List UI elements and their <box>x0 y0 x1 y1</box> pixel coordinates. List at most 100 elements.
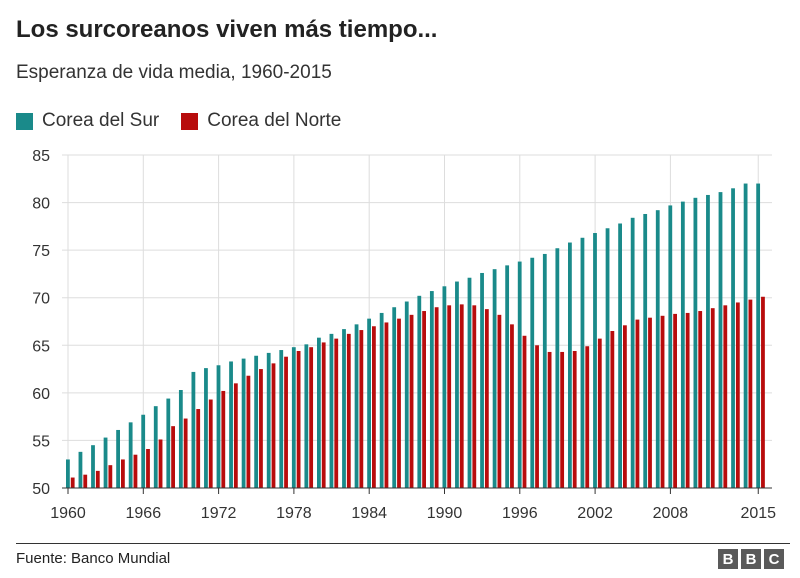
legend: Corea del Sur Corea del Norte <box>16 110 363 132</box>
bar-north-korea <box>535 345 539 488</box>
bar-north-korea <box>497 314 502 488</box>
bar-north-korea <box>761 296 765 488</box>
footer-divider <box>16 543 790 544</box>
y-tick-label: 85 <box>32 148 50 165</box>
chart-subtitle: Esperanza de vida media, 1960-2015 <box>16 62 332 83</box>
x-tick-label: 2015 <box>740 505 776 522</box>
bar-south-korea <box>517 261 522 488</box>
bar-north-korea <box>121 459 125 488</box>
bar-south-korea <box>580 237 585 488</box>
legend-item-north-korea: Corea del Norte <box>181 110 341 132</box>
bar-south-korea <box>467 277 472 488</box>
bar-south-korea <box>643 213 648 488</box>
bar-north-korea <box>710 308 715 488</box>
bar-north-korea <box>346 333 351 488</box>
bbc-logo-letter: B <box>741 549 761 569</box>
bar-north-korea <box>510 324 514 488</box>
y-tick-label: 70 <box>32 291 50 308</box>
bar-south-korea <box>718 192 723 488</box>
bar-north-korea <box>748 299 753 488</box>
bar-north-korea <box>321 342 326 488</box>
bar-north-korea <box>409 314 414 488</box>
bar-south-korea <box>229 361 233 488</box>
legend-label-north-korea: Corea del Norte <box>207 110 342 131</box>
bar-north-korea <box>447 305 452 488</box>
bar-south-korea <box>706 194 710 488</box>
x-tick-label: 1972 <box>201 505 237 522</box>
bar-north-korea <box>560 351 565 488</box>
x-tick-label: 1960 <box>50 505 86 522</box>
bar-south-korea <box>317 337 321 488</box>
bar-north-korea <box>673 313 677 488</box>
bar-south-korea <box>178 390 183 488</box>
bar-south-korea <box>655 210 660 488</box>
bar-south-korea <box>367 318 371 488</box>
bar-north-korea <box>158 439 163 488</box>
bar-south-korea <box>241 358 246 488</box>
x-tick-label: 1978 <box>276 505 312 522</box>
bar-north-korea <box>547 351 552 488</box>
bar-south-korea <box>568 242 572 488</box>
bar-north-korea <box>397 318 401 488</box>
bar-south-korea <box>254 355 259 488</box>
bar-north-korea <box>183 418 188 488</box>
bar-north-korea <box>434 307 439 488</box>
bar-south-korea <box>417 295 422 488</box>
bar-north-korea <box>372 326 376 488</box>
x-tick-label: 2002 <box>577 505 613 522</box>
bar-north-korea <box>610 331 615 488</box>
bar-north-korea <box>309 347 314 488</box>
bar-south-korea <box>555 248 560 488</box>
bar-south-korea <box>404 301 409 488</box>
bar-north-korea <box>635 319 640 488</box>
bar-south-korea <box>379 312 384 488</box>
bar-north-korea <box>233 383 238 488</box>
bar-south-korea <box>392 307 397 488</box>
bar-chart: 50 55 60 65 70 75 80 85 1960 1966 1972 1978 1984 1990… <box>32 148 776 522</box>
bbc-logo-letter: B <box>718 549 738 569</box>
y-tick-label: 55 <box>32 433 50 450</box>
bar-south-korea <box>216 365 221 488</box>
bar-north-korea <box>196 409 201 488</box>
bar-north-korea <box>597 338 602 488</box>
bar-north-korea <box>472 305 477 488</box>
legend-label-south-korea: Corea del Sur <box>42 110 160 131</box>
source-note: Fuente: Banco Mundial <box>16 550 171 567</box>
bar-north-korea <box>259 369 263 488</box>
bar-south-korea <box>78 451 83 488</box>
bar-north-korea <box>83 474 88 488</box>
bar-north-korea <box>108 465 113 488</box>
bar-south-korea <box>141 414 146 488</box>
bar-north-korea <box>484 309 489 488</box>
bar-north-korea <box>171 426 175 488</box>
bar-south-korea <box>605 228 610 488</box>
y-tick-label: 50 <box>32 481 50 498</box>
bar-south-korea <box>693 197 698 489</box>
bar-south-korea <box>505 265 510 488</box>
y-tick-label: 60 <box>32 386 50 403</box>
bar-south-korea <box>455 281 459 488</box>
x-tick-label: 1984 <box>351 505 387 522</box>
x-tick-label: 1996 <box>502 505 538 522</box>
bar-north-korea <box>648 317 652 488</box>
bar-north-korea <box>572 350 577 488</box>
y-tick-label: 80 <box>32 196 50 213</box>
bar-north-korea <box>522 335 527 488</box>
bbc-logo-letter: C <box>764 549 784 569</box>
bar-south-korea <box>542 253 547 488</box>
bar-south-korea <box>743 183 748 489</box>
bar-south-korea <box>429 291 434 488</box>
bar-north-korea <box>95 470 100 488</box>
bar-south-korea <box>593 233 597 488</box>
bar-south-korea <box>291 347 296 488</box>
bar-south-korea <box>116 429 120 488</box>
bar-south-korea <box>480 272 484 488</box>
bar-north-korea <box>208 399 213 488</box>
bar-north-korea <box>359 330 364 488</box>
bar-south-korea <box>204 368 208 488</box>
bar-north-korea <box>685 312 690 488</box>
bar-north-korea <box>422 311 426 488</box>
bar-south-korea <box>680 201 685 488</box>
bar-north-korea <box>698 311 703 488</box>
bar-south-korea <box>266 352 271 488</box>
